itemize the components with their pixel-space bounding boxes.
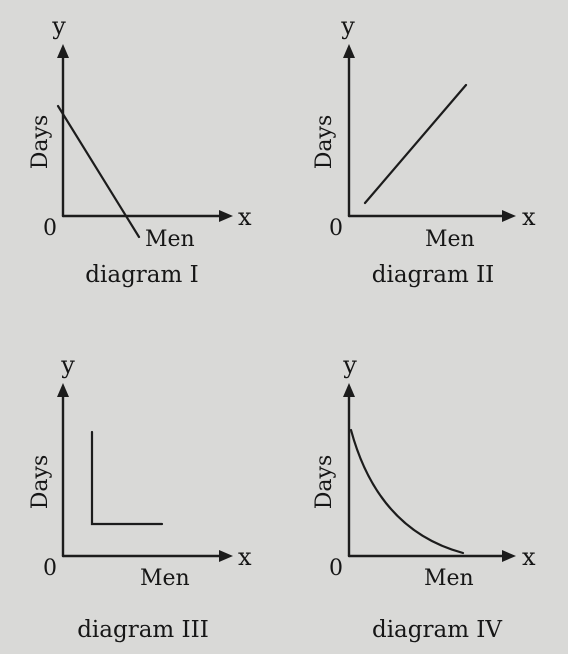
diagram-3-x-letter: x (238, 543, 252, 571)
diagram-2-caption: diagram II (372, 262, 495, 288)
diagram-4: y x Days Men 0 diagram IV (312, 351, 536, 643)
diagram-4-y-letter: y (342, 351, 357, 379)
diagram-3-y-arrow-icon (57, 383, 69, 397)
diagram-3-origin: 0 (43, 556, 57, 581)
diagram-4-x-name: Men (424, 566, 474, 591)
diagram-2-x-letter: x (522, 203, 536, 231)
diagram-4-origin: 0 (329, 556, 343, 581)
diagram-3-caption: diagram III (77, 617, 209, 643)
diagram-2-x-name: Men (425, 227, 475, 252)
diagram-1-origin: 0 (43, 216, 57, 241)
diagram-2: y x Days Men 0 diagram II (312, 12, 536, 288)
diagram-3-x-arrow-icon (219, 550, 233, 562)
diagram-1-x-name: Men (145, 227, 195, 252)
diagram-2-origin: 0 (329, 216, 343, 241)
diagram-2-x-arrow-icon (502, 210, 516, 222)
diagram-3: y x Days Men 0 diagram III (28, 351, 252, 643)
diagram-2-y-letter: y (340, 12, 355, 40)
diagram-3-y-name: Days (28, 455, 53, 509)
diagram-4-x-arrow-icon (502, 550, 516, 562)
diagram-1: y x Days Men 0 diagram I (28, 12, 252, 288)
diagram-2-y-name: Days (312, 115, 337, 169)
diagram-4-caption: diagram IV (372, 617, 502, 643)
diagram-1-caption: diagram I (85, 262, 198, 288)
diagram-1-y-name: Days (28, 115, 53, 169)
diagram-3-y-letter: y (60, 351, 75, 379)
diagram-1-decreasing-line (56, 104, 141, 239)
diagram-1-x-arrow-icon (219, 210, 233, 222)
diagram-3-l-shape (90, 430, 164, 526)
diagram-1-x-letter: x (238, 203, 252, 231)
diagram-1-y-arrow-icon (57, 44, 69, 58)
diagram-2-increasing-line (363, 83, 468, 205)
diagram-3-x-name: Men (140, 566, 190, 591)
diagram-4-x-letter: x (522, 543, 536, 571)
diagram-2-y-arrow-icon (343, 44, 355, 58)
diagram-4-y-name: Days (312, 455, 337, 509)
diagram-1-y-letter: y (51, 12, 66, 40)
diagram-4-decreasing-curve (349, 428, 465, 555)
diagram-4-y-arrow-icon (343, 383, 355, 397)
